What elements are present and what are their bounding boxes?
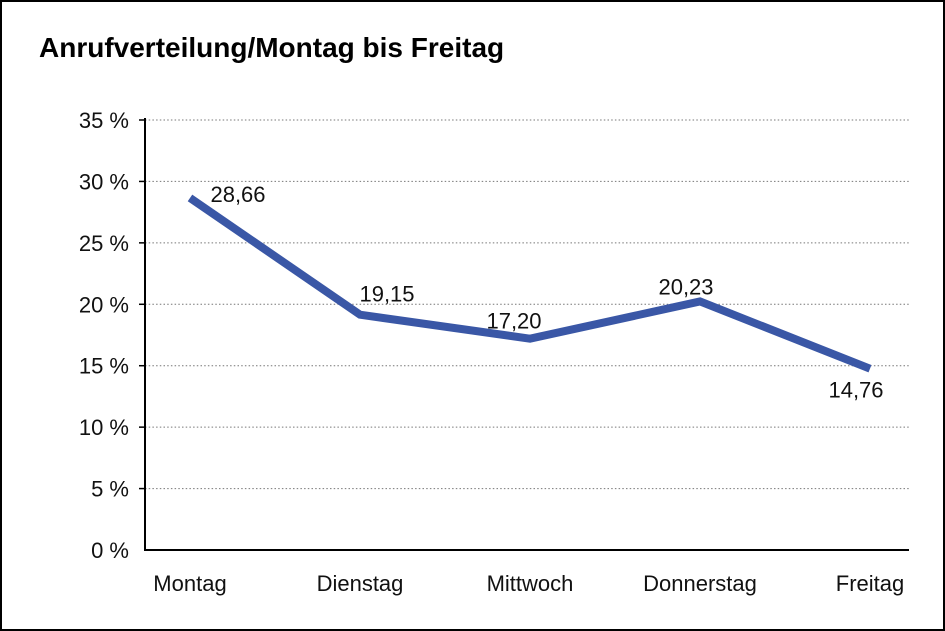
y-tick-label: 30 % [79, 169, 129, 194]
data-point-label: 19,15 [359, 282, 414, 307]
y-tick-label: 5 % [91, 477, 129, 502]
x-axis-label: Dienstag [317, 571, 404, 596]
y-tick-label: 25 % [79, 231, 129, 256]
x-axis-label: Freitag [836, 571, 904, 596]
y-tick-label: 0 % [91, 538, 129, 563]
chart-title: Anrufverteilung/Montag bis Freitag [39, 32, 505, 63]
x-axis-label: Mittwoch [487, 571, 574, 596]
data-point-label: 17,20 [486, 309, 541, 334]
data-point-label: 28,66 [210, 182, 265, 207]
data-point-label: 14,76 [828, 378, 883, 403]
y-tick-label: 20 % [79, 292, 129, 317]
data-point-label: 20,23 [658, 274, 713, 299]
y-tick-label: 15 % [79, 354, 129, 379]
y-tick-label: 10 % [79, 415, 129, 440]
x-axis-label: Donnerstag [643, 571, 757, 596]
y-tick-label: 35 % [79, 108, 129, 133]
series-line [187, 194, 872, 373]
x-axis-label: Montag [153, 571, 226, 596]
